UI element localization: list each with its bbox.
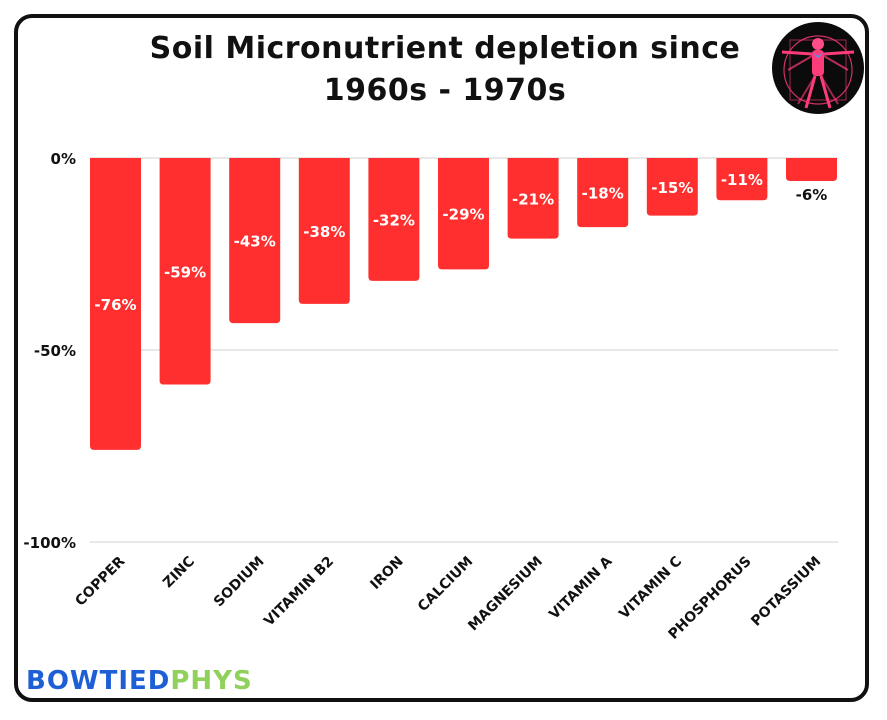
data-label: -29% [442, 206, 484, 224]
brand-part-1: BOWTIED [26, 666, 171, 696]
data-label: -59% [164, 263, 206, 281]
vitruvian-man-svg [781, 35, 855, 109]
data-label: -38% [303, 223, 345, 241]
bar-zinc [159, 158, 211, 385]
category-label: CALCIUM [415, 554, 476, 615]
category-label: VITAMIN C [616, 554, 685, 623]
bar-magnesium [507, 158, 559, 239]
category-label: COPPER [72, 553, 128, 609]
bar-phosphorus [716, 158, 768, 201]
category-label: MAGNESIUM [465, 554, 546, 635]
chart-title: Soil Micronutrient depletion since 1960s… [140, 28, 750, 112]
category-label: ZINC [160, 554, 198, 592]
category-label: VITAMIN A [546, 553, 615, 622]
data-label: -6% [796, 186, 828, 204]
vitruvian-man-icon [772, 22, 864, 114]
y-tick-label: -50% [34, 342, 76, 360]
bar-vitamin-c [646, 158, 698, 216]
data-label: -21% [512, 190, 554, 208]
bar-vitamin-b2 [298, 158, 350, 304]
data-label: -18% [582, 185, 624, 203]
y-tick-label: -100% [23, 534, 76, 552]
data-label: -76% [94, 296, 136, 314]
bar-sodium [229, 158, 281, 324]
brand-logo: BOWTIEDPHYS [26, 666, 253, 696]
title-line-1: Soil Micronutrient depletion since [149, 31, 741, 66]
y-tick-label: 0% [51, 150, 76, 168]
data-label: -15% [651, 179, 693, 197]
data-label: -32% [373, 211, 415, 229]
category-label: POTASSIUM [748, 554, 824, 630]
data-label: -43% [234, 233, 276, 251]
category-label: IRON [367, 554, 406, 593]
bar-iron [368, 158, 420, 281]
brand-part-2: PHYS [170, 666, 253, 696]
category-label: VITAMIN B2 [261, 554, 337, 630]
chart-frame [14, 14, 869, 702]
title-line-2: 1960s - 1970s [323, 73, 567, 108]
bar-potassium [786, 158, 837, 182]
bar-copper [90, 158, 141, 450]
data-label: -11% [721, 171, 763, 189]
bar-vitamin-a [577, 158, 629, 228]
bar-calcium [438, 158, 489, 270]
category-label: SODIUM [211, 554, 268, 611]
